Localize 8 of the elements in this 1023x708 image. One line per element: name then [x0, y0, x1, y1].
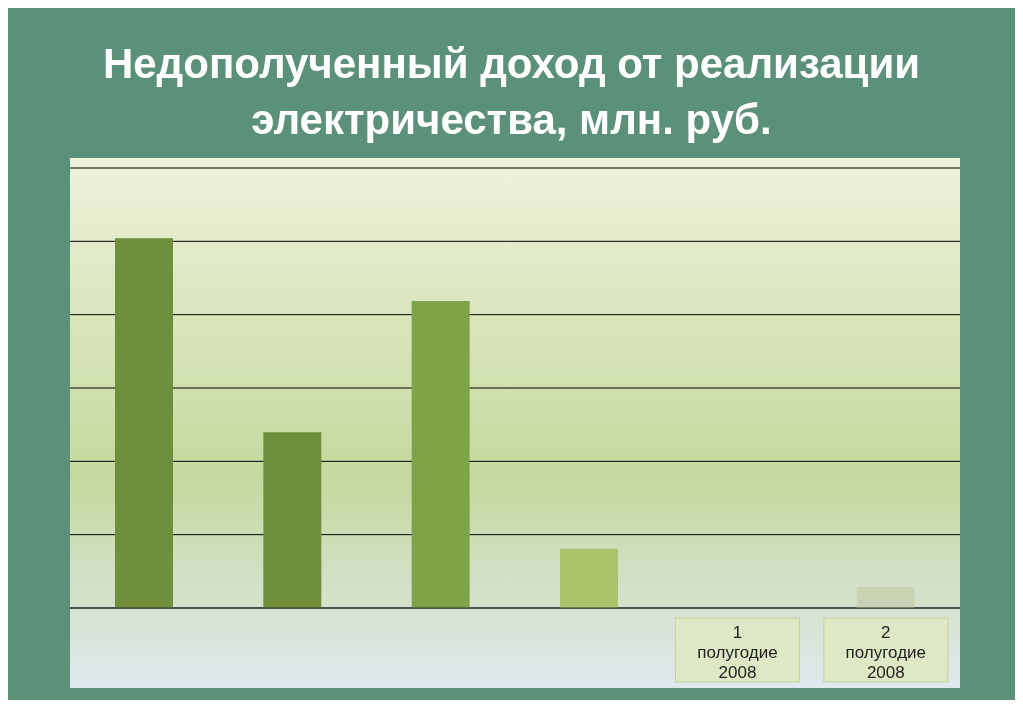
chart-title: Недополученный доход от реализации электричества, млн. руб. — [101, 39, 922, 145]
bar — [115, 238, 173, 608]
bar — [411, 301, 470, 608]
x-tick-label: 2 полугодие 2008 — [845, 623, 927, 682]
bar — [560, 548, 618, 608]
x-tick-label: 1 полугодие 2008 — [697, 623, 778, 682]
bar — [263, 432, 322, 608]
bar — [856, 586, 915, 608]
